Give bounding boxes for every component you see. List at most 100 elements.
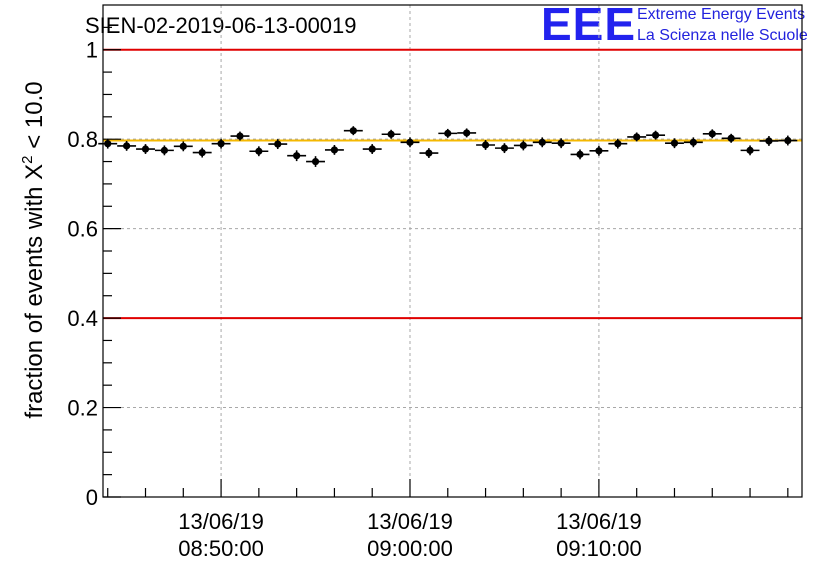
- data-point: [721, 133, 741, 143]
- data-point: [230, 131, 250, 141]
- data-point: [192, 147, 212, 158]
- y-axis-label-prefix: fraction of events with: [21, 180, 48, 419]
- data-point: [608, 138, 628, 149]
- data-point-marker: [123, 142, 131, 150]
- data-point: [268, 139, 288, 150]
- data-point-marker: [236, 132, 244, 140]
- data-point-marker: [444, 129, 452, 137]
- data-point: [438, 128, 458, 138]
- data-point: [98, 138, 118, 149]
- data-point: [343, 126, 363, 136]
- data-point: [249, 146, 269, 157]
- axis-ticks: [103, 26, 789, 498]
- y-tick-label: 0.2: [67, 396, 98, 421]
- data-point: [173, 141, 193, 152]
- data-point: [778, 135, 798, 146]
- data-point: [287, 150, 307, 162]
- data-point: [702, 129, 722, 139]
- data-point: [513, 140, 533, 151]
- data-point-marker: [104, 140, 112, 148]
- data-point-marker: [425, 149, 433, 157]
- logo-mark: EEE: [541, 0, 636, 50]
- y-tick-label: 0.6: [67, 217, 98, 242]
- data-point: [759, 136, 779, 146]
- data-point: [551, 138, 571, 149]
- data-point: [136, 144, 155, 154]
- x-tick-label-time: 08:50:00: [178, 536, 264, 561]
- data-point-marker: [576, 150, 584, 158]
- y-tick-label: 0.4: [67, 306, 98, 331]
- data-point: [532, 137, 552, 148]
- data-point: [381, 129, 401, 139]
- data-points: [98, 126, 798, 167]
- y-tick-labels: 0 0.2 0.4 0.6 0.8 1: [67, 38, 98, 510]
- data-point-marker: [633, 133, 641, 141]
- y-axis-label: fraction of events with X2 < 10.0: [19, 81, 48, 418]
- data-point-marker: [274, 140, 282, 148]
- x-tick-label-date: 13/06/19: [556, 509, 642, 534]
- data-point-marker: [481, 141, 490, 149]
- data-point-marker: [784, 136, 792, 145]
- data-point: [117, 140, 137, 151]
- data-point: [362, 144, 382, 154]
- data-point-marker: [463, 129, 471, 137]
- data-point: [495, 143, 514, 154]
- data-point-marker: [293, 152, 301, 160]
- data-point: [589, 145, 609, 156]
- data-point-marker: [727, 134, 735, 142]
- data-point: [627, 132, 647, 142]
- y-tick-label: 0: [86, 485, 98, 510]
- data-point: [665, 138, 684, 149]
- data-point-marker: [387, 130, 395, 138]
- data-point-marker: [651, 131, 660, 139]
- data-point-marker: [141, 145, 150, 153]
- data-point: [324, 144, 344, 155]
- data-point-marker: [557, 139, 565, 147]
- data-point-marker: [311, 157, 320, 166]
- data-point-marker: [198, 149, 206, 157]
- data-point: [306, 156, 325, 167]
- data-point-marker: [179, 142, 187, 150]
- x-tick-label-date: 13/06/19: [178, 509, 264, 534]
- data-point: [570, 149, 590, 160]
- data-point: [400, 137, 420, 148]
- y-tick-label: 0.8: [67, 127, 98, 152]
- data-point-marker: [595, 147, 603, 155]
- data-point-marker: [708, 130, 716, 138]
- logo-line-2: La Scienza nelle Scuole: [637, 27, 808, 44]
- data-point-marker: [746, 146, 754, 154]
- data-point-marker: [160, 146, 168, 154]
- x-tick-labels: 13/06/1908:50:0013/06/1909:00:0013/06/19…: [178, 509, 641, 561]
- data-point: [154, 145, 174, 156]
- data-point-marker: [349, 127, 357, 135]
- data-point: [419, 148, 439, 158]
- y-axis-label-superscript: 2: [19, 155, 36, 163]
- data-point-marker: [519, 141, 527, 150]
- data-point: [211, 138, 231, 149]
- data-point-marker: [330, 146, 339, 154]
- logo: EEE Extreme Energy Events La Scienza nel…: [541, 0, 808, 50]
- data-point-marker: [406, 138, 414, 146]
- data-point: [646, 130, 666, 140]
- x-tick-label-date: 13/06/19: [367, 509, 453, 534]
- data-point: [476, 140, 496, 150]
- y-axis-label-text: fraction of events with X2 < 10.0: [19, 81, 48, 418]
- data-point-marker: [538, 138, 546, 146]
- x-tick-label-time: 09:10:00: [556, 536, 642, 561]
- y-axis-label-suffix: < 10.0: [21, 81, 48, 155]
- x-tick-label-time: 09:00:00: [367, 536, 453, 561]
- data-point: [683, 137, 703, 148]
- data-point-marker: [765, 137, 773, 145]
- data-point-marker: [614, 140, 622, 148]
- data-point: [740, 145, 760, 156]
- data-point-marker: [368, 145, 376, 153]
- data-point: [457, 128, 477, 138]
- y-tick-label: 1: [86, 38, 98, 63]
- data-point-marker: [217, 140, 225, 148]
- data-point-marker: [670, 139, 679, 147]
- data-point-marker: [689, 138, 697, 146]
- logo-line-1: Extreme Energy Events: [637, 6, 805, 23]
- data-point-marker: [500, 144, 509, 152]
- y-axis-label-symbol: X: [21, 164, 48, 180]
